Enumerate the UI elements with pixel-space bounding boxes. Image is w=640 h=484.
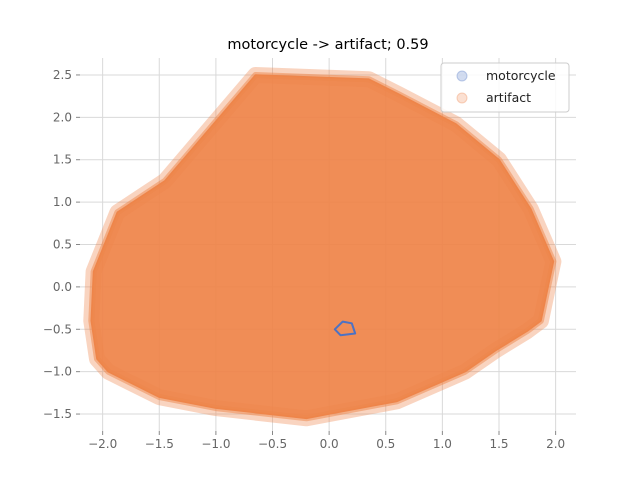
x-tick-label: −1.0 (201, 437, 230, 451)
y-tick-label: −1.0 (43, 365, 72, 379)
motorcycle-hull (333, 320, 357, 337)
y-tick-label: 0.5 (53, 238, 72, 252)
x-axis-ticks: −2.0 −1.5 −1.0 −0.5 0.0 0.5 1.0 1.5 2.0 (88, 431, 565, 451)
x-tick-label: −2.0 (88, 437, 117, 451)
legend-marker-motorcycle (456, 70, 468, 82)
y-tick-label: 1.0 (53, 195, 72, 209)
y-tick-label: 2.0 (53, 110, 72, 124)
legend-box (440, 62, 570, 113)
x-tick-label: 1.5 (489, 437, 508, 451)
y-tick-label: 2.5 (53, 68, 72, 82)
x-tick-label: −1.5 (145, 437, 174, 451)
y-axis-ticks: −1.5 −1.0 −0.5 0.0 0.5 1.0 1.5 2.0 2.5 (43, 68, 80, 421)
y-tick-label: −1.5 (43, 407, 72, 421)
scatter-points-area (83, 67, 562, 427)
convex-hulls (90, 74, 555, 420)
y-tick-label: 0.0 (53, 280, 72, 294)
legend: motorcycle artifact (440, 62, 570, 113)
x-tick-label: 1.0 (433, 437, 452, 451)
y-tick-label: −0.5 (43, 322, 72, 336)
legend-label-motorcycle: motorcycle (486, 68, 556, 83)
legend-marker-artifact (456, 92, 468, 104)
x-tick-label: −0.5 (258, 437, 287, 451)
x-tick-label: 0.5 (376, 437, 395, 451)
x-tick-label: 2.0 (546, 437, 565, 451)
x-tick-label: 0.0 (320, 437, 339, 451)
legend-label-artifact: artifact (486, 90, 531, 105)
chart-title: motorcycle -> artifact; 0.59 (227, 37, 428, 53)
artifact-hull (90, 74, 555, 420)
y-tick-label: 1.5 (53, 153, 72, 167)
